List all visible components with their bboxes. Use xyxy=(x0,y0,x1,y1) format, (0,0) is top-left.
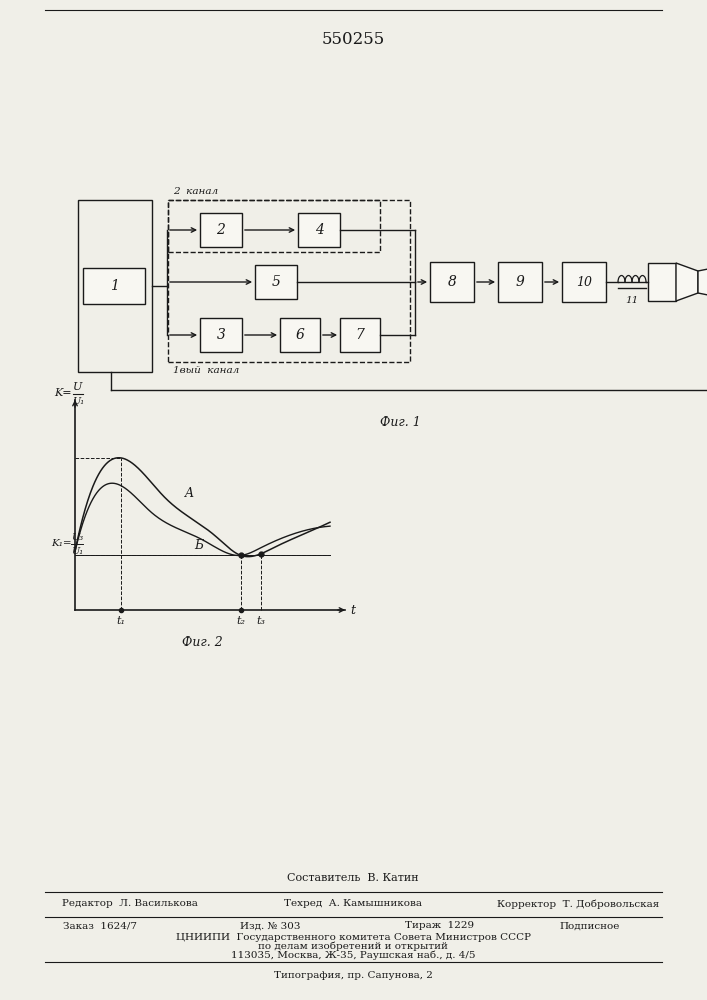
Text: Типография, пр. Сапунова, 2: Типография, пр. Сапунова, 2 xyxy=(274,970,433,980)
Text: 10: 10 xyxy=(576,275,592,288)
FancyBboxPatch shape xyxy=(430,262,474,302)
Text: Корректор  Т. Добровольская: Корректор Т. Добровольская xyxy=(497,899,659,909)
Text: t₁: t₁ xyxy=(117,616,125,626)
Text: 5: 5 xyxy=(271,275,281,289)
Text: U₃: U₃ xyxy=(71,533,83,542)
Text: 9: 9 xyxy=(515,275,525,289)
Text: 6: 6 xyxy=(296,328,305,342)
Text: t₃: t₃ xyxy=(257,616,266,626)
FancyBboxPatch shape xyxy=(255,265,297,299)
Text: Техред  А. Камышникова: Техред А. Камышникова xyxy=(284,900,422,908)
Text: Тираж  1229: Тираж 1229 xyxy=(405,922,474,930)
Text: Составитель  В. Катин: Составитель В. Катин xyxy=(287,873,419,883)
Text: 4: 4 xyxy=(315,223,323,237)
Polygon shape xyxy=(698,269,707,295)
FancyBboxPatch shape xyxy=(648,263,676,301)
Text: по делам изобретений и открытий: по делам изобретений и открытий xyxy=(258,941,448,951)
Text: U₁: U₁ xyxy=(72,396,84,406)
Text: Фиг. 1: Фиг. 1 xyxy=(380,416,421,428)
Text: U₁: U₁ xyxy=(71,547,83,556)
FancyBboxPatch shape xyxy=(498,262,542,302)
FancyBboxPatch shape xyxy=(280,318,320,352)
Text: Фиг. 2: Фиг. 2 xyxy=(182,636,223,648)
Text: Редактор  Л. Василькова: Редактор Л. Василькова xyxy=(62,900,198,908)
Text: 3: 3 xyxy=(216,328,226,342)
Text: A: A xyxy=(185,487,194,500)
Text: t: t xyxy=(350,603,355,616)
Text: ЦНИИПИ  Государственного комитета Совета Министров СССР: ЦНИИПИ Государственного комитета Совета … xyxy=(175,932,530,942)
Text: 1: 1 xyxy=(110,279,119,293)
Text: t₂: t₂ xyxy=(236,616,245,626)
Polygon shape xyxy=(676,263,698,301)
FancyBboxPatch shape xyxy=(340,318,380,352)
FancyBboxPatch shape xyxy=(200,318,242,352)
Text: 2  канал: 2 канал xyxy=(173,187,218,196)
Text: 7: 7 xyxy=(356,328,364,342)
Text: 11: 11 xyxy=(626,296,638,305)
FancyBboxPatch shape xyxy=(562,262,606,302)
Text: K=: K= xyxy=(54,388,72,398)
Text: 550255: 550255 xyxy=(322,31,385,48)
Text: K₁=: K₁= xyxy=(52,539,72,548)
Text: U: U xyxy=(74,382,83,392)
Text: Б: Б xyxy=(194,539,203,552)
FancyBboxPatch shape xyxy=(83,268,145,304)
Text: Подписное: Подписное xyxy=(560,922,620,930)
Text: Заказ  1624/7: Заказ 1624/7 xyxy=(63,922,137,930)
Text: 8: 8 xyxy=(448,275,457,289)
Text: 1вый  канал: 1вый канал xyxy=(173,366,239,375)
FancyBboxPatch shape xyxy=(200,213,242,247)
Text: 2: 2 xyxy=(216,223,226,237)
Text: Изд. № 303: Изд. № 303 xyxy=(240,922,300,930)
Text: 113035, Москва, Ж-35, Раушская наб., д. 4/5: 113035, Москва, Ж-35, Раушская наб., д. … xyxy=(230,950,475,960)
FancyBboxPatch shape xyxy=(298,213,340,247)
